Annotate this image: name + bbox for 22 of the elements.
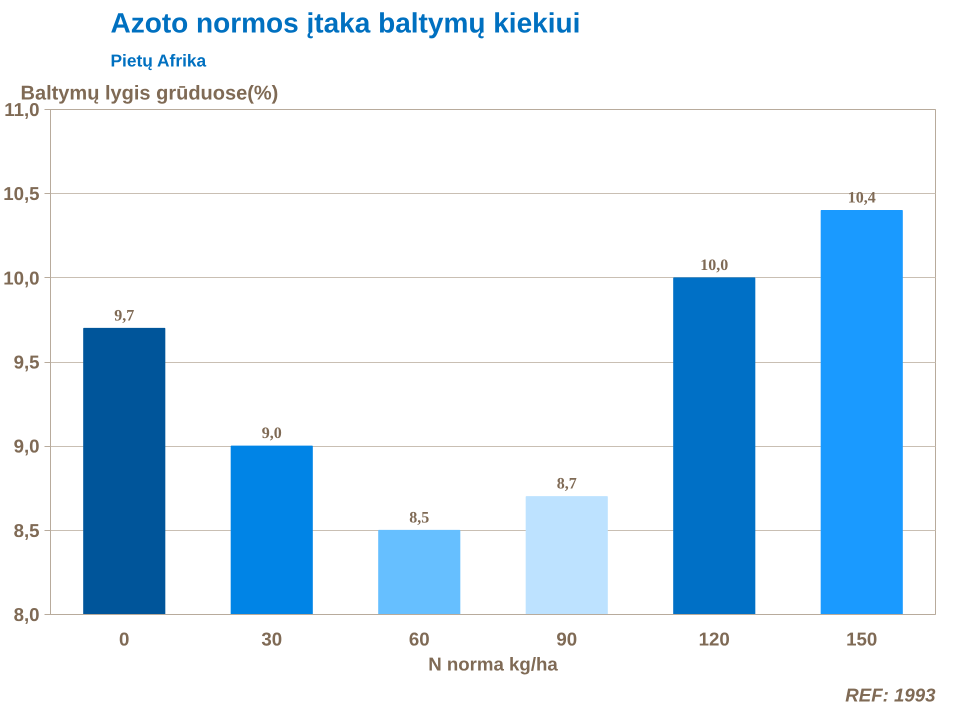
x-tick-label: 0 [119,628,130,650]
y-tick-label: 10,5 [3,183,40,204]
x-tick-label: 150 [846,628,878,650]
data-label: 10,0 [700,256,728,274]
y-tick-label: 9,5 [14,352,40,372]
x-tick-label: 120 [698,628,730,650]
data-label: 8,5 [409,509,430,526]
y-tick-label: 8,5 [14,520,40,541]
x-tick-label: 90 [556,628,578,650]
data-label: 9,0 [262,425,282,442]
x-axis-title: N norma kg/ha [428,654,558,674]
data-label: 9,7 [114,307,134,324]
x-tick-label: 30 [261,628,282,650]
data-label: 10,4 [848,190,876,206]
text: REF: 1993 [845,684,936,706]
y-tick-label: 9,0 [14,436,40,457]
y-tick-label: 8,0 [14,604,40,625]
chart-title: Azoto normos įtaka baltymų kiekiui [110,8,580,38]
y-tick-label: 10,0 [3,267,40,288]
x-tick-label: 60 [408,628,430,650]
data-label: 8,7 [556,476,577,493]
chart-subtitle: Pietų Afrika [110,50,207,70]
